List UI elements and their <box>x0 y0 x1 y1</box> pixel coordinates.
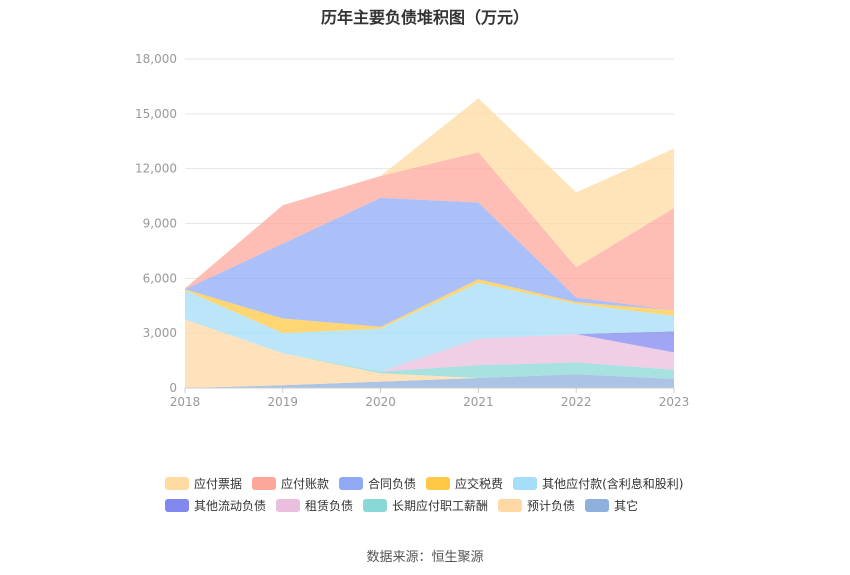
area-series <box>185 282 674 372</box>
data-source-note: 数据来源：恒生聚源 <box>366 550 484 565</box>
x-tick-label: 2019 <box>268 395 299 409</box>
stacked-area-chart: 0 3,000 6,000 9,000 12,000 15,000 18,000 2018 20… <box>135 52 690 409</box>
chart-legend: 应付票据 应付账款 合同负债 应交税费 其他应付款(含利息和股利) 其他流动负债 租赁负债… <box>165 472 725 516</box>
legend-item[interactable]: 长期应付职工薪酬 <box>363 497 488 514</box>
area-series <box>185 319 674 388</box>
legend-swatch <box>498 498 523 512</box>
legend-label: 预计负债 <box>527 498 576 513</box>
legend-item[interactable]: 应付账款 <box>252 475 329 492</box>
legend-swatch <box>252 476 277 490</box>
area-series <box>185 98 674 289</box>
legend-label: 长期应付职工薪酬 <box>392 498 489 513</box>
legend-swatch <box>426 476 451 490</box>
y-tick-label: 6,000 <box>143 271 177 285</box>
y-tick-label: 9,000 <box>143 217 177 231</box>
legend-swatch <box>165 476 189 490</box>
legend-item[interactable]: 其他流动负债 <box>165 497 266 514</box>
legend-label: 其它 <box>614 498 639 513</box>
legend-label: 租赁负债 <box>305 498 354 513</box>
legend-label: 应交税费 <box>455 476 504 491</box>
legend-item[interactable]: 预计负债 <box>498 497 575 514</box>
legend-label: 其他流动负债 <box>194 498 267 513</box>
legend-swatch <box>513 476 538 490</box>
area-series <box>185 152 674 311</box>
legend-item[interactable]: 合同负债 <box>339 475 416 492</box>
legend-label: 应付票据 <box>194 476 243 491</box>
area-series <box>185 374 674 388</box>
x-tick-label: 2020 <box>365 395 396 409</box>
legend-swatch <box>276 498 301 512</box>
x-tick-label: 2022 <box>561 395 592 409</box>
legend-row: 其他流动负债 租赁负债 长期应付职工薪酬 预计负债 其它 <box>165 494 725 516</box>
area-series <box>185 319 674 372</box>
area-series <box>185 319 674 379</box>
y-tick-label: 0 <box>169 381 177 395</box>
legend-item[interactable]: 应付票据 <box>165 475 242 492</box>
x-tick-label: 2021 <box>463 395 494 409</box>
x-tick-label: 2023 <box>659 395 690 409</box>
legend-label: 其他应付款(含利息和股利) <box>542 476 684 491</box>
legend-swatch <box>363 498 388 512</box>
y-tick-label: 18,000 <box>135 52 177 66</box>
area-series <box>185 197 674 327</box>
legend-swatch <box>585 498 610 512</box>
legend-swatch <box>339 476 364 490</box>
y-tick-label: 12,000 <box>135 162 177 176</box>
y-tick-label: 3,000 <box>143 326 177 340</box>
legend-item[interactable]: 应交税费 <box>426 475 503 492</box>
legend-item[interactable]: 其他应付款(含利息和股利) <box>513 475 683 492</box>
legend-item[interactable]: 租赁负债 <box>276 497 353 514</box>
legend-item[interactable]: 其它 <box>585 497 638 514</box>
legend-row: 应付票据 应付账款 合同负债 应交税费 其他应付款(含利息和股利) <box>165 472 725 494</box>
legend-label: 合同负债 <box>368 476 417 491</box>
x-tick-label: 2018 <box>170 395 201 409</box>
y-tick-label: 15,000 <box>135 107 177 121</box>
chart-title: 历年主要负债堆积图（万元） <box>320 8 529 27</box>
legend-label: 应付账款 <box>281 476 330 491</box>
legend-swatch <box>165 498 189 512</box>
